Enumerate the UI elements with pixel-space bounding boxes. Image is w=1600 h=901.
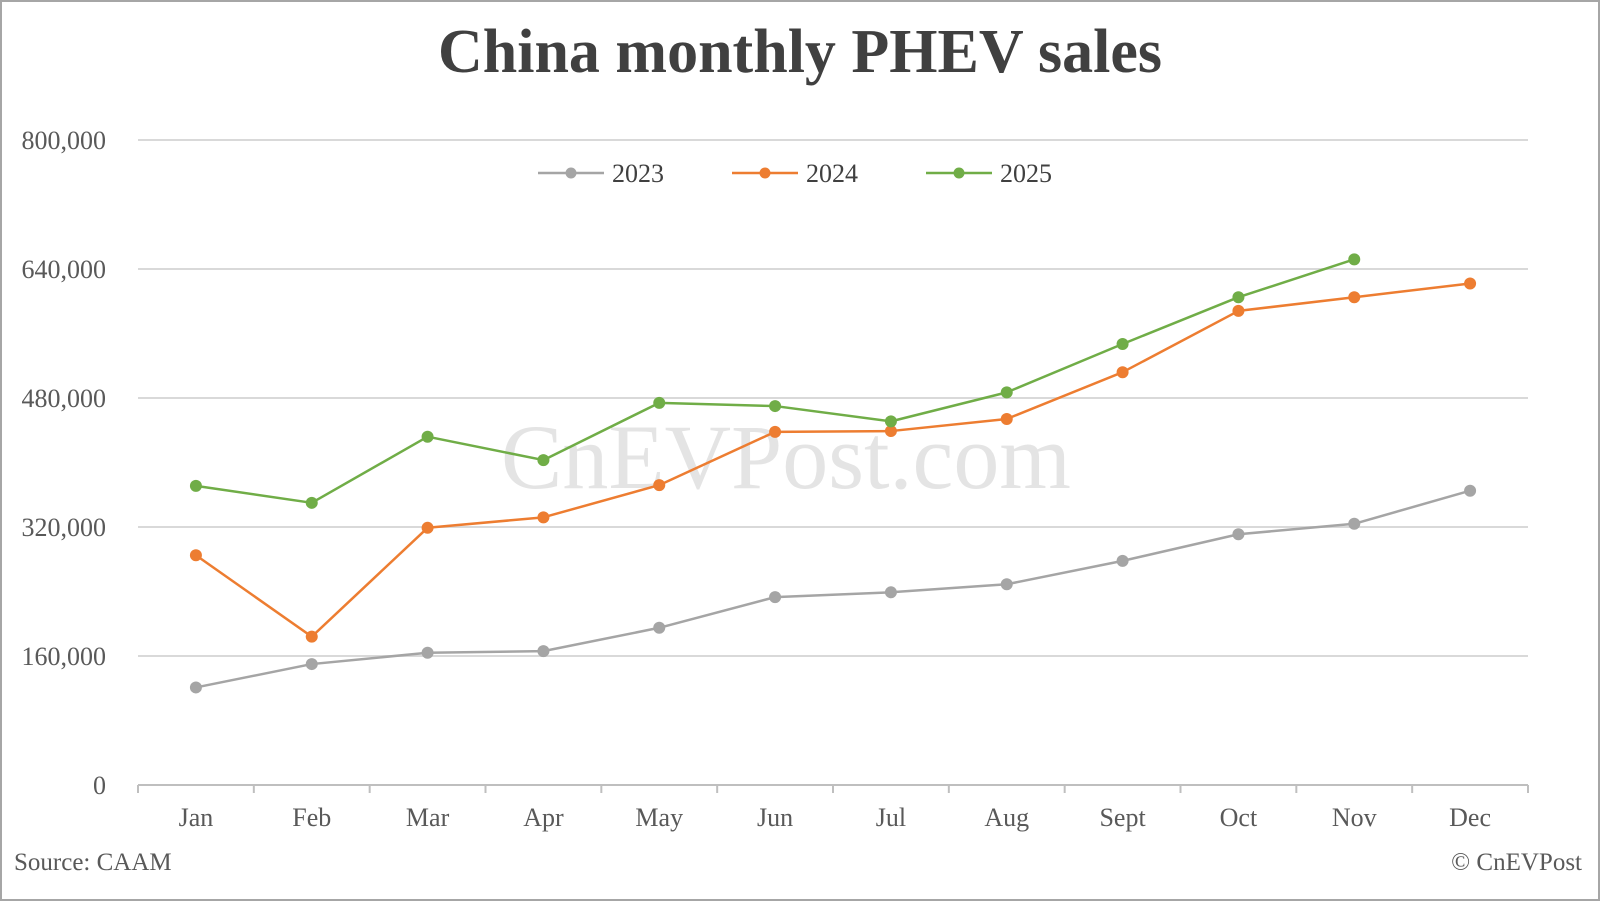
data-point: [305, 630, 318, 643]
data-point: [1464, 277, 1477, 290]
data-point: [1348, 291, 1361, 304]
x-tick-label: Sept: [1099, 803, 1146, 832]
legend-marker-icon: [565, 167, 577, 179]
legend-label: 2024: [806, 159, 858, 188]
data-point: [421, 430, 434, 443]
data-point: [1116, 337, 1129, 350]
data-point: [537, 645, 550, 658]
x-axis: Jan Feb Mar Apr May Jun Jul Aug Sept Oct Nov Dec: [137, 784, 1529, 832]
data-point: [1232, 304, 1245, 317]
data-point: [653, 396, 666, 409]
data-point: [537, 454, 550, 467]
y-tick-label: 160,000: [22, 642, 107, 671]
series-2023: [189, 484, 1477, 694]
legend: 2023 2024 2025: [538, 159, 1052, 188]
x-tick-label: Mar: [406, 803, 450, 832]
data-point: [305, 496, 318, 509]
chart-title: China monthly PHEV sales: [438, 18, 1162, 86]
x-tick-label: May: [635, 803, 683, 832]
data-point: [1232, 291, 1245, 304]
x-tick-label: Jun: [757, 803, 793, 832]
data-point: [653, 479, 666, 492]
series-2024: [189, 277, 1477, 643]
legend-item-2024: 2024: [732, 159, 858, 188]
data-point: [189, 549, 202, 562]
data-point: [1000, 412, 1013, 425]
y-tick-label: 480,000: [22, 384, 107, 413]
data-point: [769, 591, 782, 604]
data-point: [884, 415, 897, 428]
source-note: Source: CAAM: [14, 849, 172, 876]
data-point: [1000, 578, 1013, 591]
data-point: [421, 521, 434, 534]
x-tick-label: Feb: [292, 803, 331, 832]
legend-item-2025: 2025: [926, 159, 1052, 188]
series-2025: [189, 253, 1361, 509]
legend-marker-icon: [759, 167, 771, 179]
y-tick-label: 0: [93, 771, 106, 800]
y-tick-label: 320,000: [22, 513, 107, 542]
data-point: [1116, 554, 1129, 567]
copyright-note: © CnEVPost: [1451, 849, 1582, 876]
data-point: [769, 400, 782, 413]
legend-item-2023: 2023: [538, 159, 664, 188]
x-tick-label: Jul: [876, 803, 906, 832]
data-point: [1464, 484, 1477, 497]
x-tick-label: Oct: [1220, 803, 1258, 832]
series-lines: [189, 253, 1477, 694]
data-point: [537, 511, 550, 524]
data-point: [884, 425, 897, 438]
x-tick-label: Nov: [1332, 803, 1377, 832]
legend-label: 2025: [1000, 159, 1052, 188]
data-point: [421, 646, 434, 659]
data-point: [653, 621, 666, 634]
data-point: [1000, 386, 1013, 399]
data-point: [305, 658, 318, 671]
y-tick-label: 800,000: [22, 126, 107, 155]
legend-label: 2023: [612, 159, 664, 188]
legend-marker-icon: [953, 167, 965, 179]
gridlines: [138, 139, 1528, 657]
data-point: [1348, 253, 1361, 266]
series-line: [195, 282, 1471, 638]
data-point: [769, 425, 782, 438]
y-axis-ticks: 0 160,000 320,000 480,000 640,000 800,000: [22, 126, 107, 800]
data-point: [884, 586, 897, 599]
series-line: [195, 489, 1471, 689]
x-tick-label: Dec: [1449, 803, 1491, 832]
data-point: [1116, 366, 1129, 379]
x-tick-label: Apr: [523, 803, 564, 832]
x-tick-label: Aug: [984, 803, 1029, 832]
data-point: [189, 479, 202, 492]
data-point: [1348, 517, 1361, 530]
data-point: [189, 681, 202, 694]
y-tick-label: 640,000: [22, 255, 107, 284]
x-tick-label: Jan: [179, 803, 214, 832]
data-point: [1232, 528, 1245, 541]
